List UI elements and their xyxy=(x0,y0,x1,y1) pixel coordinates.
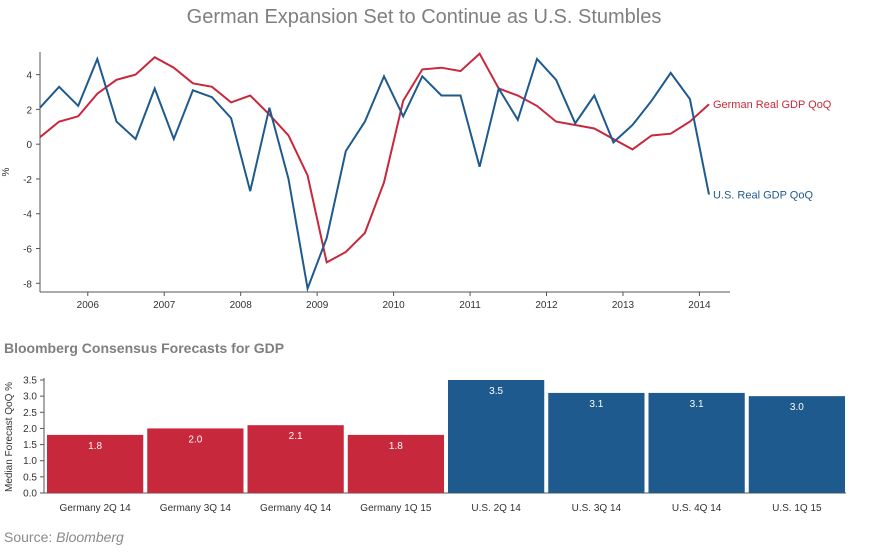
bar xyxy=(147,428,244,493)
bar-y-tick-label: 2.0 xyxy=(23,424,37,435)
x-tick-label: 2014 xyxy=(688,300,711,311)
bar-value-label: 3.1 xyxy=(690,399,704,410)
bar-y-tick-label: 3.0 xyxy=(23,392,37,403)
bar-category-label: Germany 4Q 14 xyxy=(260,503,332,514)
bar-value-label: 1.8 xyxy=(389,441,403,452)
bar-category-label: Germany 3Q 14 xyxy=(160,503,232,514)
x-tick-label: 2006 xyxy=(77,300,100,311)
bar xyxy=(347,434,444,493)
x-tick-label: 2011 xyxy=(459,300,481,311)
source-value: Bloomberg xyxy=(56,529,124,545)
bar-category-label: U.S. 4Q 14 xyxy=(672,503,722,514)
y-tick-label: -6 xyxy=(23,245,32,256)
line-chart: -8 -6 -4 -2 0 2 4% 2006 2007 2008 2009 2010 2011 2012… xyxy=(1,52,832,311)
bar-value-label: 2.1 xyxy=(289,431,303,442)
bar xyxy=(648,392,745,493)
y-tick-label: -8 xyxy=(23,279,32,290)
source-note: Source: Bloomberg xyxy=(4,529,124,545)
bar-value-label: 2.0 xyxy=(188,434,202,445)
bar-category-label: Germany 2Q 14 xyxy=(60,503,132,514)
x-tick-label: 2010 xyxy=(382,300,405,311)
series-line-us xyxy=(39,56,710,293)
bar-y-tick-label: 2.5 xyxy=(23,408,37,419)
bar-y-tick-label: 3.5 xyxy=(23,376,37,387)
bar-value-label: 3.1 xyxy=(589,399,603,410)
bar-category-label: U.S. 1Q 15 xyxy=(772,503,822,514)
bar xyxy=(47,434,144,493)
bar xyxy=(748,396,845,493)
bar-category-label: U.S. 2Q 14 xyxy=(471,503,521,514)
bar-y-tick-label: 1.0 xyxy=(23,456,37,467)
y-tick-label: -4 xyxy=(23,210,32,221)
series-end-label: U.S. Real GDP QoQ xyxy=(713,190,813,202)
bar-value-label: 3.5 xyxy=(489,386,503,397)
bar xyxy=(548,392,645,493)
y-tick-label: -2 xyxy=(23,175,32,186)
bar-y-tick-label: 1.5 xyxy=(23,440,37,451)
x-tick-label: 2008 xyxy=(230,300,253,311)
bar-category-label: Germany 1Q 15 xyxy=(360,503,432,514)
y-axis-label: % xyxy=(1,167,12,176)
bar xyxy=(247,425,344,493)
y-tick-label: 4 xyxy=(26,71,32,82)
y-tick-label: 0 xyxy=(26,140,32,151)
bar-chart-title: Bloomberg Consensus Forecasts for GDP xyxy=(4,340,284,356)
y-tick-label: 2 xyxy=(26,105,32,116)
x-tick-label: 2013 xyxy=(612,300,635,311)
bar-value-label: 3.0 xyxy=(790,402,804,413)
x-tick-label: 2009 xyxy=(306,300,329,311)
x-tick-label: 2012 xyxy=(535,300,558,311)
bar xyxy=(448,380,545,493)
bar-y-axis-label: Median Forecast QoQ % xyxy=(4,382,15,492)
source-label: Source: xyxy=(4,529,53,545)
chart-title: German Expansion Set to Continue as U.S.… xyxy=(187,6,662,28)
bar-chart: 0.0 0.5 1.0 1.5 2.0 2.5 3.0 3.5 Median Forecast … xyxy=(4,376,846,514)
bar-category-label: U.S. 3Q 14 xyxy=(572,503,622,514)
bar-y-tick-label: 0.5 xyxy=(23,472,37,483)
x-tick-label: 2007 xyxy=(153,300,176,311)
bar-y-tick-label: 0.0 xyxy=(23,489,37,500)
series-line-germany xyxy=(39,52,710,264)
series-end-label: German Real GDP QoQ xyxy=(713,99,832,111)
bar-value-label: 1.8 xyxy=(88,441,102,452)
